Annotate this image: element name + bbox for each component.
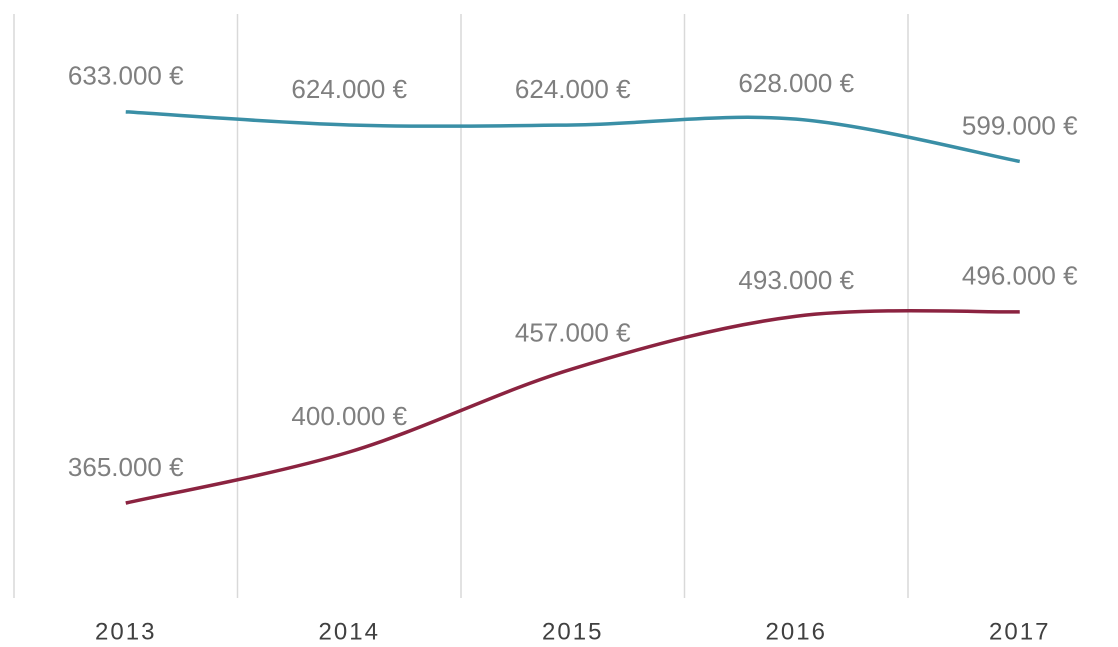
x-tick-label: 2017 bbox=[989, 618, 1050, 645]
data-label: 457.000 € bbox=[515, 318, 631, 348]
x-tick-label: 2016 bbox=[766, 618, 827, 645]
data-label: 633.000 € bbox=[68, 61, 184, 91]
data-label: 400.000 € bbox=[291, 401, 407, 431]
series-line bbox=[125, 308, 1020, 505]
data-label: 493.000 € bbox=[738, 265, 854, 295]
data-label: 496.000 € bbox=[962, 261, 1078, 291]
data-label: 599.000 € bbox=[962, 110, 1078, 140]
x-tick-label: 2013 bbox=[95, 618, 156, 645]
data-label: 624.000 € bbox=[291, 74, 407, 104]
data-label: 365.000 € bbox=[68, 452, 184, 482]
data-label: 624.000 € bbox=[515, 74, 631, 104]
data-label: 628.000 € bbox=[738, 68, 854, 98]
series-line bbox=[125, 110, 1021, 164]
x-tick-label: 2015 bbox=[542, 618, 603, 645]
x-tick-label: 2014 bbox=[319, 618, 380, 645]
